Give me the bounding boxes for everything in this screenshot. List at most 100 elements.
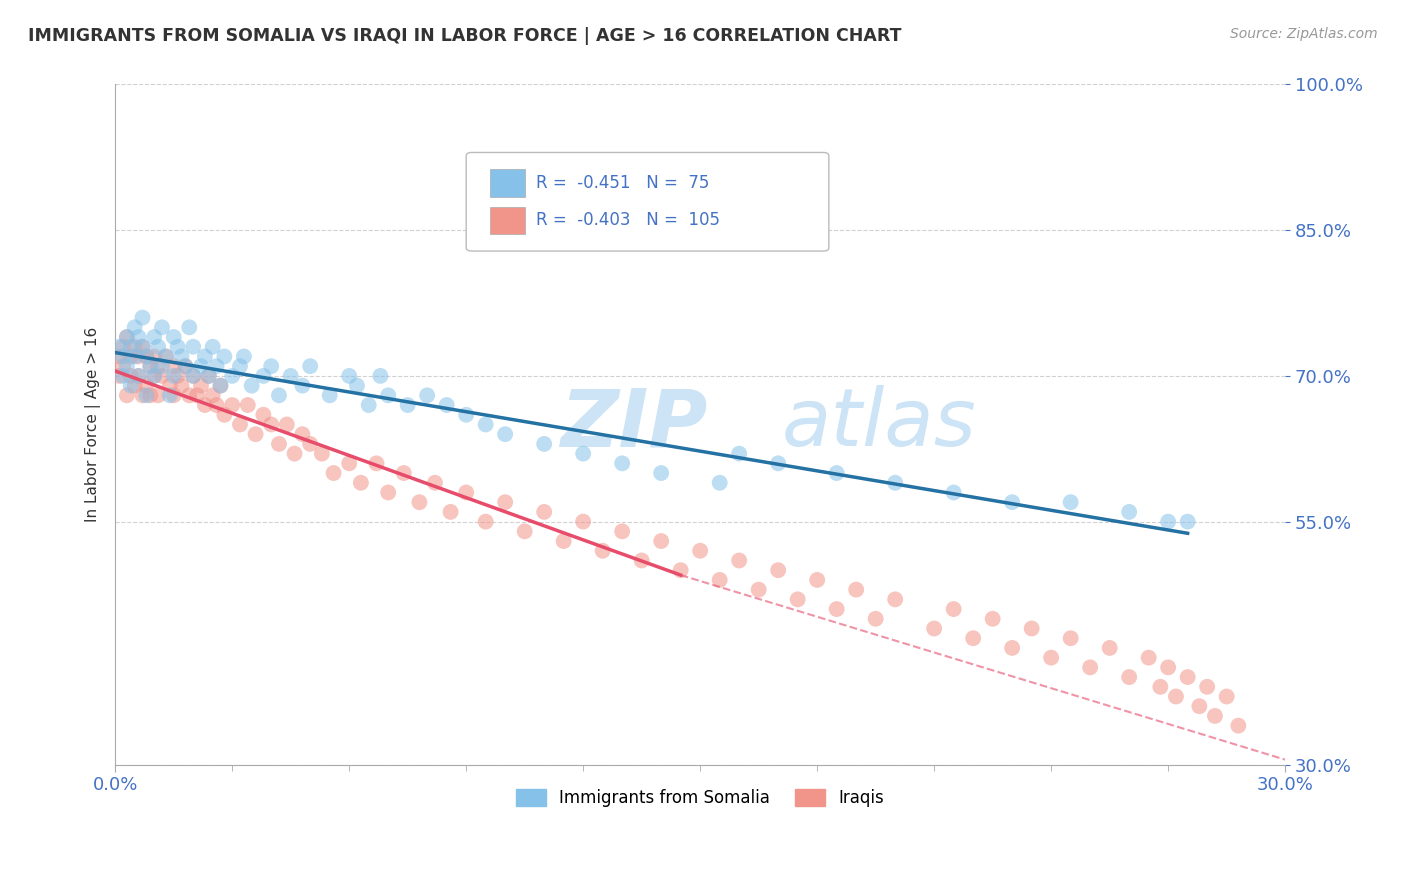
Point (612, 524, 634, 539)
Point (135, 378, 157, 392)
Point (1157, 660, 1180, 674)
Point (942, 485, 965, 500)
Point (124, 350, 146, 364)
Point (240, 378, 263, 392)
Point (201, 340, 224, 354)
Point (131, 310, 153, 325)
Point (143, 350, 166, 364)
Point (377, 388, 399, 402)
Point (1021, 622, 1043, 636)
Point (205, 398, 228, 412)
Point (1118, 505, 1140, 519)
Point (942, 602, 965, 616)
Point (252, 408, 274, 422)
Point (232, 350, 254, 364)
Point (291, 378, 314, 392)
Point (120, 340, 142, 354)
FancyBboxPatch shape (489, 207, 524, 234)
Point (474, 515, 496, 529)
Point (139, 359, 162, 374)
Point (150, 359, 173, 374)
Point (1137, 650, 1160, 665)
Point (513, 524, 536, 539)
Point (1177, 515, 1199, 529)
Point (1157, 515, 1180, 529)
Point (108, 350, 131, 364)
Point (194, 350, 217, 364)
Point (120, 368, 142, 383)
Point (197, 368, 219, 383)
Point (214, 408, 236, 422)
Point (120, 378, 142, 392)
Point (553, 534, 575, 549)
Point (592, 543, 614, 558)
FancyBboxPatch shape (489, 169, 524, 196)
Point (1040, 650, 1063, 665)
Point (209, 378, 232, 392)
Point (205, 359, 228, 374)
Point (377, 485, 399, 500)
Point (131, 388, 153, 402)
Point (190, 378, 212, 392)
Point (170, 350, 193, 364)
Point (1215, 690, 1237, 704)
Point (572, 447, 595, 461)
Point (214, 350, 236, 364)
Point (128, 368, 150, 383)
Point (456, 408, 478, 422)
Point (337, 456, 360, 470)
Y-axis label: In Labor Force | Age > 16: In Labor Force | Age > 16 (86, 326, 101, 522)
Point (865, 612, 887, 626)
Point (922, 622, 945, 636)
Point (392, 466, 415, 480)
Point (1059, 495, 1081, 509)
Point (236, 398, 259, 412)
Point (124, 320, 146, 334)
Point (370, 368, 392, 383)
Point (143, 330, 166, 344)
Legend: Immigrants from Somalia, Iraqis: Immigrants from Somalia, Iraqis (509, 782, 891, 814)
Point (111, 350, 134, 364)
Point (630, 553, 652, 567)
Point (267, 437, 290, 451)
Point (408, 495, 430, 509)
Text: Source: ZipAtlas.com: Source: ZipAtlas.com (1230, 27, 1378, 41)
Point (728, 553, 751, 567)
Point (135, 388, 157, 402)
Point (456, 485, 478, 500)
Point (111, 368, 134, 383)
Point (163, 359, 186, 374)
Point (146, 388, 169, 402)
Point (709, 573, 731, 587)
Point (179, 320, 201, 334)
Point (650, 466, 672, 480)
Point (229, 417, 252, 432)
Point (533, 437, 555, 451)
Point (166, 368, 188, 383)
Text: IMMIGRANTS FROM SOMALIA VS IRAQI IN LABOR FORCE | AGE > 16 CORRELATION CHART: IMMIGRANTS FROM SOMALIA VS IRAQI IN LABO… (28, 27, 901, 45)
Point (748, 582, 770, 597)
Point (128, 350, 150, 364)
Point (163, 368, 186, 383)
Point (209, 378, 232, 392)
Point (366, 456, 388, 470)
Point (825, 602, 848, 616)
Point (179, 388, 201, 402)
Point (124, 340, 146, 354)
Point (170, 378, 193, 392)
Point (1149, 680, 1171, 694)
Point (1001, 495, 1024, 509)
Point (786, 592, 808, 607)
Point (143, 368, 166, 383)
Point (1204, 709, 1226, 723)
Point (806, 573, 828, 587)
Point (252, 368, 274, 383)
Point (155, 350, 177, 364)
Point (111, 340, 134, 354)
Point (318, 388, 340, 402)
Point (284, 447, 307, 461)
Point (669, 563, 692, 577)
Point (146, 359, 169, 374)
Point (357, 398, 380, 412)
Point (423, 475, 446, 490)
